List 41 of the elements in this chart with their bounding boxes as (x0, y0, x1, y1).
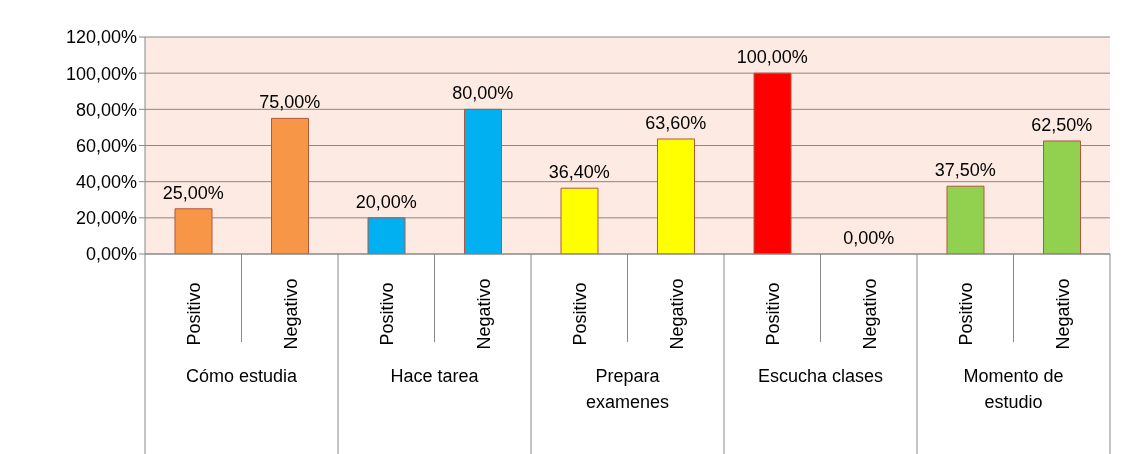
x-tick-label: Negativo (1052, 278, 1073, 350)
text: Escucha clases (757, 366, 884, 386)
data-label: 36,40% (548, 162, 610, 183)
bar (1043, 140, 1081, 254)
bar (271, 117, 309, 254)
data-label: 100,00% (736, 47, 808, 68)
bar (560, 187, 599, 254)
text: Prepara examenes (585, 366, 670, 412)
text: Momento de estudio (963, 366, 1064, 412)
x-tick-label: Positivo (184, 282, 205, 346)
y-tick-label: 40,00% (75, 172, 137, 193)
x-tick-label: Positivo (956, 282, 977, 346)
data-label: 75,00% (259, 92, 321, 113)
y-tick-label: 120,00% (65, 27, 137, 48)
y-tick-label: 80,00% (75, 99, 137, 120)
x-tick-label: Positivo (763, 282, 784, 346)
y-tick-label: 60,00% (75, 135, 137, 156)
text: Cómo estudia (185, 366, 299, 386)
bar (657, 138, 695, 254)
x-tick-label: Negativo (280, 278, 301, 350)
bar (367, 217, 406, 254)
bar (174, 208, 213, 254)
x-tick-label: Negativo (859, 278, 880, 350)
data-label: 20,00% (355, 191, 417, 212)
y-tick-label: 0,00% (85, 244, 137, 265)
x-tick-label: Negativo (666, 278, 687, 350)
data-label: 62,50% (1031, 114, 1093, 135)
x-tick-label: Positivo (570, 282, 591, 346)
bar (464, 108, 502, 254)
x-tick-label: Negativo (473, 278, 494, 350)
y-tick-label: 100,00% (65, 63, 137, 84)
data-label: 80,00% (452, 83, 514, 104)
bar (946, 185, 985, 254)
text: Hace tarea (390, 366, 480, 386)
data-label: 25,00% (162, 182, 224, 203)
data-label: 0,00% (843, 228, 895, 248)
data-label: 63,60% (645, 112, 707, 133)
bar (753, 72, 792, 254)
y-tick-label: 20,00% (75, 208, 137, 229)
data-label: 37,50% (934, 160, 996, 181)
x-tick-label: Positivo (377, 282, 398, 346)
